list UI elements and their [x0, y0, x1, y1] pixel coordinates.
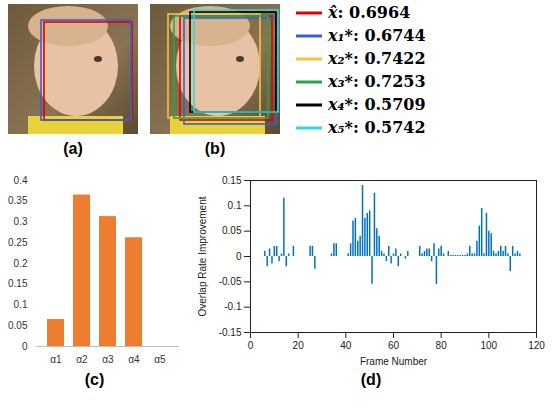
svg-text:0.1: 0.1 — [228, 200, 242, 211]
svg-text:0.4: 0.4 — [14, 175, 28, 186]
svg-text:(b): (b) — [205, 140, 225, 157]
svg-text:0: 0 — [248, 340, 254, 351]
svg-text:-0.05: -0.05 — [219, 276, 242, 287]
svg-text:(a): (a) — [63, 140, 83, 157]
svg-text:0.05: 0.05 — [8, 320, 28, 331]
html-text:(d): (d) — [360, 371, 382, 388]
svg-text:x₁*: 0.6744: x₁*: 0.6744 — [327, 26, 426, 45]
svg-text:0.1: 0.1 — [14, 299, 28, 310]
svg-text:-0.15: -0.15 — [219, 327, 242, 338]
svg-text:0.15: 0.15 — [8, 278, 28, 289]
svg-text:x₄*: 0.5709: x₄*: 0.5709 — [327, 95, 426, 114]
svg-text:0.2: 0.2 — [14, 258, 28, 269]
svg-text:40: 40 — [340, 340, 352, 351]
svg-text:α2: α2 — [76, 354, 88, 365]
svg-text:0.05: 0.05 — [222, 225, 242, 236]
svg-text:60: 60 — [388, 340, 400, 351]
svg-text:0: 0 — [236, 251, 242, 262]
svg-text:Frame Number: Frame Number — [360, 356, 428, 367]
svg-text:α4: α4 — [128, 354, 140, 365]
svg-text:120: 120 — [528, 340, 545, 351]
svg-text:0.25: 0.25 — [8, 237, 28, 248]
svg-text:x₂*: 0.7422: x₂*: 0.7422 — [327, 49, 426, 68]
svg-text:Overlap Rate Improvement: Overlap Rate Improvement — [197, 196, 208, 316]
svg-text:100: 100 — [480, 340, 497, 351]
svg-text:x̂: 0.6964: x̂: 0.6964 — [327, 3, 410, 22]
svg-text:x₅*: 0.5742: x₅*: 0.5742 — [327, 118, 426, 137]
svg-text:0.35: 0.35 — [8, 195, 28, 206]
svg-text:80: 80 — [436, 340, 448, 351]
svg-text:x₃*: 0.7253: x₃*: 0.7253 — [327, 72, 426, 91]
svg-text:-0.1: -0.1 — [224, 301, 242, 312]
html-text:(c): (c) — [84, 371, 105, 388]
svg-text:0: 0 — [22, 341, 28, 352]
svg-text:α1: α1 — [50, 354, 62, 365]
svg-text:0.15: 0.15 — [222, 175, 242, 186]
svg-text:20: 20 — [293, 340, 305, 351]
svg-text:α3: α3 — [102, 354, 114, 365]
svg-text:0.3: 0.3 — [14, 216, 28, 227]
svg-text:α5: α5 — [154, 354, 166, 365]
